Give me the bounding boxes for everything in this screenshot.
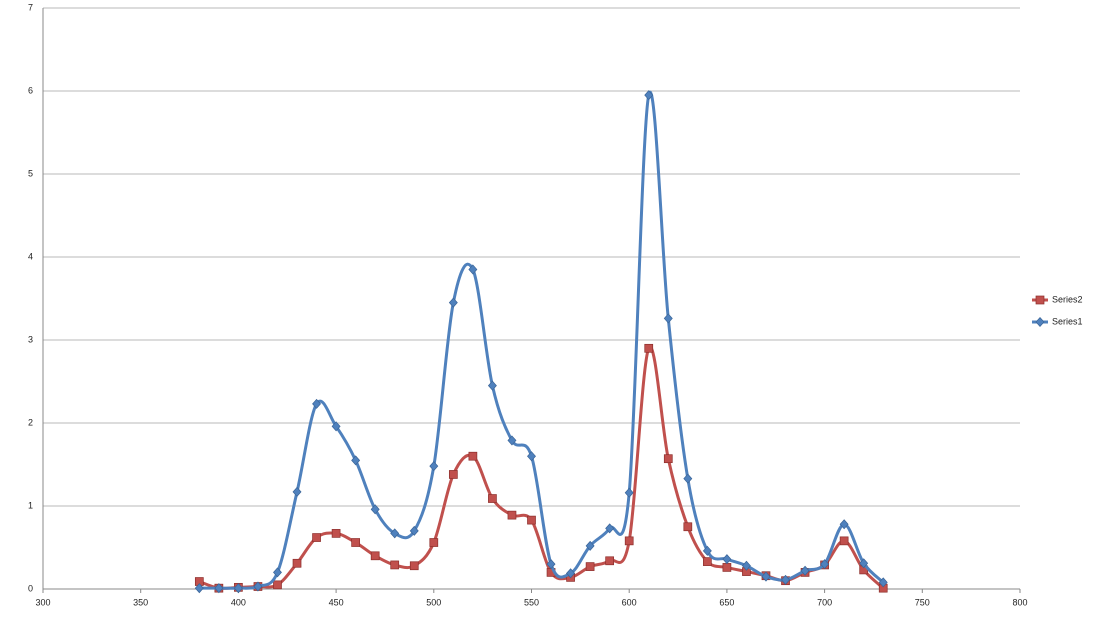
marker <box>351 538 360 547</box>
series <box>194 343 888 593</box>
marker <box>487 380 497 391</box>
y-tick-label: 2 <box>28 417 33 427</box>
marker <box>663 313 673 324</box>
marker <box>781 574 790 585</box>
marker <box>800 565 810 576</box>
x-tick-label: 650 <box>719 597 734 607</box>
marker <box>644 343 654 353</box>
marker <box>878 577 888 588</box>
x-tick-label: 400 <box>231 597 246 607</box>
marker <box>644 90 654 101</box>
marker <box>585 562 595 571</box>
series <box>194 90 888 594</box>
x-tick-label: 550 <box>524 597 539 607</box>
legend-item: Series1 <box>1032 316 1083 328</box>
y-tick-label: 7 <box>28 2 33 12</box>
marker <box>585 540 595 551</box>
marker <box>566 568 576 579</box>
marker <box>507 435 517 446</box>
marker <box>1035 295 1045 305</box>
marker <box>292 486 302 497</box>
marker <box>527 515 536 525</box>
marker <box>448 297 458 308</box>
marker <box>409 525 419 536</box>
y-tick-label: 1 <box>28 500 33 510</box>
x-tick-label: 700 <box>817 597 832 607</box>
marker <box>722 563 732 572</box>
marker <box>605 556 615 566</box>
marker <box>741 560 751 571</box>
marker <box>702 545 712 556</box>
marker <box>624 536 634 546</box>
marker <box>605 523 615 534</box>
marker <box>370 551 380 561</box>
x-tick-label: 350 <box>133 597 148 607</box>
x-tick-label: 500 <box>426 597 441 607</box>
marker <box>351 455 361 466</box>
x-tick-label: 300 <box>35 597 50 607</box>
y-tick-label: 0 <box>28 583 33 593</box>
legend-item: Series2 <box>1032 294 1083 304</box>
marker <box>409 561 419 571</box>
marker <box>488 494 497 503</box>
marker <box>273 580 282 590</box>
marker <box>468 264 478 275</box>
marker <box>859 558 869 569</box>
marker <box>233 583 243 594</box>
y-tick-label: 5 <box>28 168 33 178</box>
marker <box>331 421 341 432</box>
marker <box>624 487 634 498</box>
x-tick-label: 750 <box>915 597 930 607</box>
legend-label: Series1 <box>1052 316 1083 326</box>
marker <box>839 519 849 530</box>
marker <box>194 583 204 594</box>
marker <box>448 470 458 479</box>
marker <box>429 538 439 547</box>
marker <box>663 454 673 464</box>
marker <box>683 473 693 484</box>
x-tick-label: 450 <box>329 597 344 607</box>
marker <box>820 559 830 570</box>
marker <box>1035 316 1045 328</box>
marker <box>839 536 849 546</box>
marker <box>331 529 341 538</box>
marker <box>546 559 556 570</box>
marker <box>292 558 302 568</box>
y-tick-label: 4 <box>28 251 33 261</box>
x-tick-label: 800 <box>1012 597 1027 607</box>
series-line <box>199 90 885 590</box>
marker <box>683 522 693 532</box>
marker <box>370 504 380 515</box>
marker <box>722 554 732 565</box>
legend-label: Series2 <box>1052 294 1083 304</box>
y-tick-label: 6 <box>28 85 33 95</box>
marker <box>273 567 282 578</box>
marker <box>390 560 400 570</box>
marker <box>390 528 400 539</box>
marker <box>761 571 771 582</box>
marker <box>703 557 712 566</box>
marker <box>253 581 263 592</box>
marker <box>312 533 321 542</box>
marker <box>429 461 439 472</box>
y-tick-label: 3 <box>28 334 33 344</box>
marker <box>214 583 224 594</box>
marker <box>507 510 517 520</box>
x-tick-label: 600 <box>622 597 637 607</box>
marker <box>312 398 322 409</box>
marker <box>527 451 536 462</box>
marker <box>468 451 478 461</box>
